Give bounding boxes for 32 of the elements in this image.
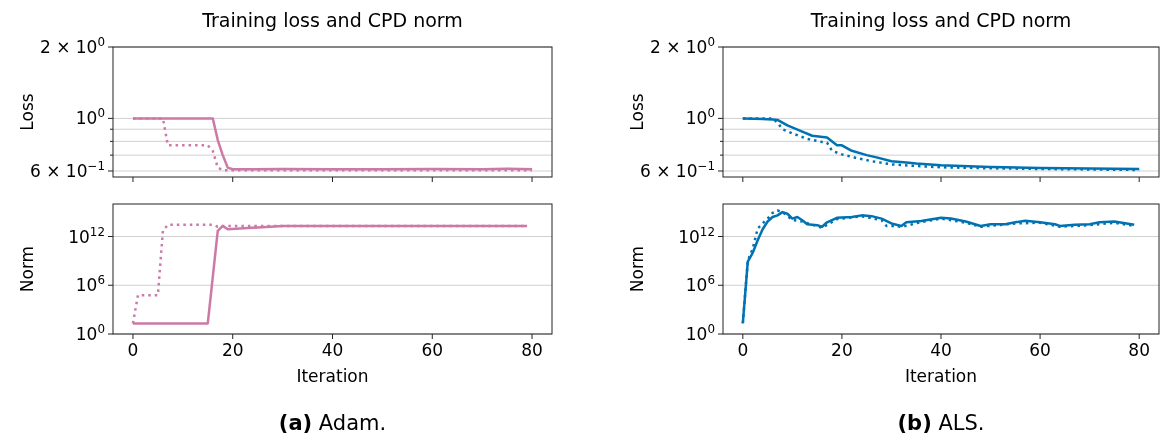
x-tick-label: 60 [421, 340, 444, 360]
x-tick-label: 20 [831, 340, 853, 360]
y-axis-title: Loss [17, 93, 37, 131]
x-tick-label: 20 [221, 340, 244, 360]
text: (a) Adam. [278, 411, 387, 435]
y-axis-title: Norm [627, 245, 647, 293]
x-tick-label: 0 [737, 340, 749, 360]
y-tick-label: 10$^{12}$ [68, 224, 105, 247]
x-tick-label: 60 [1029, 340, 1051, 360]
y-axis-title: Norm [17, 245, 37, 293]
y-tick-label: 10$^{0}$ [685, 322, 715, 344]
y-tick-label: 10$^{0}$ [75, 322, 105, 344]
chart-title: Training loss and CPD norm [201, 9, 463, 31]
text: (b) ALS. [897, 411, 985, 435]
chart-title: Training loss and CPD norm [809, 9, 1072, 31]
y-axis-title: Loss [627, 93, 647, 131]
x-tick-label: 40 [321, 340, 344, 360]
y-tick-label: 6 × 10$^{−1}$ [29, 158, 105, 181]
y-tick-label: 6 × 10$^{−1}$ [639, 158, 715, 181]
y-tick-label: 10$^{6}$ [685, 273, 715, 296]
x-tick-label: 0 [127, 340, 139, 360]
y-tick-label: 10$^{12}$ [678, 224, 715, 247]
y-tick-label: 2 × 10$^{0}$ [39, 35, 105, 57]
y-tick-label: 2 × 10$^{0}$ [649, 35, 715, 57]
x-tick-label: 80 [1128, 340, 1150, 360]
x-axis-title: Iteration [296, 366, 369, 386]
x-tick-label: 40 [930, 340, 952, 360]
y-tick-label: 10$^{0}$ [75, 106, 105, 129]
y-tick-label: 10$^{6}$ [75, 273, 105, 296]
y-tick-label: 10$^{0}$ [685, 106, 715, 129]
x-axis-title: Iteration [904, 366, 978, 386]
x-tick-label: 80 [521, 340, 543, 360]
